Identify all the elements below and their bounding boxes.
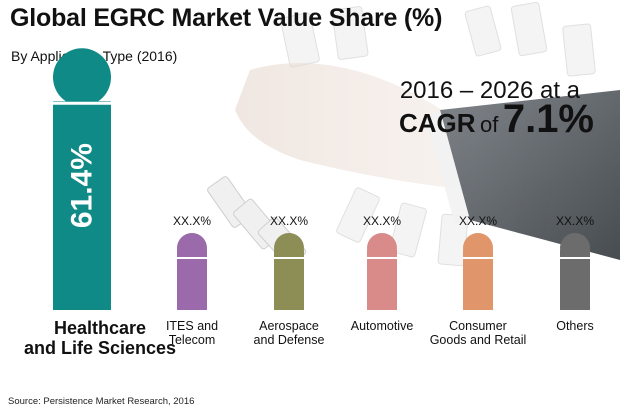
data-label-consumer-goods-and-retail: XX.X% bbox=[459, 214, 497, 228]
source-note: Source: Persistence Market Research, 201… bbox=[8, 396, 195, 407]
bar-ites-and-telecom: XX.X% bbox=[173, 214, 211, 310]
category-label-healthcare-and-life-sciences: Healthcare and Life Sciences bbox=[20, 318, 180, 358]
bar-healthcare-and-life-sciences: 61.4% bbox=[53, 48, 111, 311]
cagr-at-a: at a bbox=[539, 77, 580, 104]
category-label-line: and Defense bbox=[253, 332, 325, 347]
bar-automotive: XX.X% bbox=[363, 214, 401, 310]
data-label-aerospace-and-defense: XX.X% bbox=[270, 214, 308, 228]
category-label-consumer-goods-and-retail: Consumer Goods and Retail bbox=[423, 319, 533, 348]
bar-consumer-goods-and-retail: XX.X% bbox=[459, 214, 497, 310]
cagr-value: 7.1% bbox=[502, 97, 594, 141]
data-label-ites-and-telecom: XX.X% bbox=[173, 214, 211, 228]
category-label-aerospace-and-defense: Aerospace and Defense bbox=[234, 319, 344, 348]
bar-others: XX.X% bbox=[556, 214, 594, 310]
bar-aerospace-and-defense: XX.X% bbox=[270, 214, 308, 310]
cagr-of: of bbox=[480, 112, 499, 137]
data-label-automotive: XX.X% bbox=[363, 214, 401, 228]
category-label-line: Healthcare bbox=[53, 318, 147, 338]
data-label-others: XX.X% bbox=[556, 214, 594, 228]
cagr-period: 2016 – 2026 bbox=[399, 77, 534, 104]
category-label-ites-and-telecom: ITES and Telecom bbox=[137, 319, 247, 348]
category-label-line: and Life Sciences bbox=[23, 338, 177, 359]
cagr-period-line: 2016 – 2026 at a bbox=[400, 77, 580, 105]
category-label-line: Consumer bbox=[449, 319, 507, 333]
category-label-line: Automotive bbox=[350, 319, 414, 333]
data-label-healthcare-and-life-sciences: 61.4% bbox=[66, 143, 99, 228]
category-label-automotive: Automotive bbox=[327, 319, 437, 334]
category-label-line: Telecom bbox=[168, 332, 216, 347]
cagr-label: CAGR bbox=[399, 108, 476, 138]
category-label-line: Goods and Retail bbox=[429, 332, 527, 347]
category-label-line: Others bbox=[556, 319, 594, 333]
category-label-others: Others bbox=[520, 319, 620, 334]
chart-title: Global EGRC Market Value Share (%) bbox=[10, 4, 443, 32]
category-label-line: Aerospace bbox=[259, 319, 319, 333]
category-label-line: ITES and bbox=[165, 319, 219, 333]
cagr-value-line: CAGR of 7.1% bbox=[399, 99, 594, 139]
